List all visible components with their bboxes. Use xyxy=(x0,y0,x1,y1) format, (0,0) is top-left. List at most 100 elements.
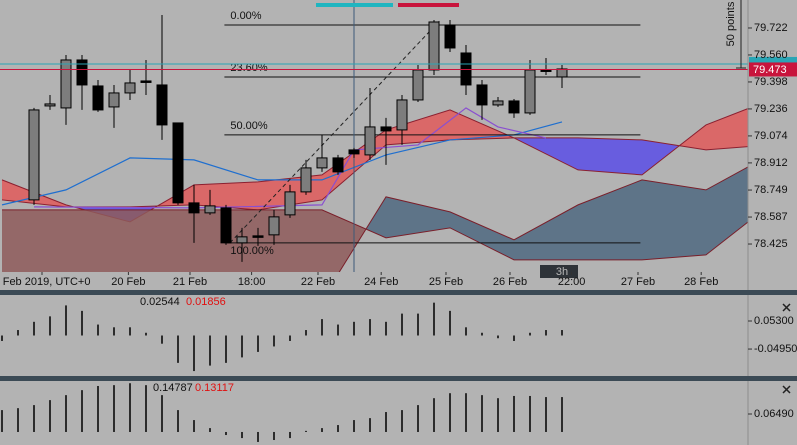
candle-body xyxy=(444,24,456,49)
histogram-bar xyxy=(561,397,563,432)
candle-body xyxy=(380,126,392,132)
x-tick-label: 26 Feb xyxy=(493,276,527,288)
candle-body xyxy=(316,157,328,169)
histogram-bar xyxy=(49,316,51,336)
y-tick-label: 0.06490 xyxy=(754,408,794,420)
y-tick-label: 0.05300 xyxy=(754,315,794,327)
histogram-bar xyxy=(385,321,387,336)
histogram-bar xyxy=(481,332,483,336)
period-label: 3h xyxy=(556,266,568,278)
tab-indicator xyxy=(316,3,393,7)
candle-body xyxy=(204,205,216,214)
cloud-line xyxy=(2,209,748,261)
x-tick-label: 9 Feb 2019, UTC+0 xyxy=(0,276,90,288)
histogram-bar xyxy=(497,398,499,432)
y-tick-label: 79.074 xyxy=(754,130,788,142)
histogram-bar xyxy=(321,319,323,336)
candle-body xyxy=(92,85,104,111)
y-tick-label: -0.04950 xyxy=(754,343,797,355)
y-tick-label: 78.587 xyxy=(754,211,788,223)
close-icon[interactable] xyxy=(782,385,791,394)
histogram-bar xyxy=(1,335,3,341)
histogram-bar xyxy=(545,330,547,336)
candle-body xyxy=(492,100,504,106)
histogram-bar xyxy=(97,385,99,432)
cloud-fill xyxy=(642,139,680,175)
candle-body xyxy=(172,122,184,204)
tab-indicator xyxy=(398,3,459,7)
candle-body xyxy=(252,235,264,238)
x-tick-label: 27 Feb xyxy=(621,276,655,288)
histogram-bar xyxy=(161,395,163,432)
histogram-bar xyxy=(257,335,259,352)
candle-body xyxy=(28,109,40,201)
last-price-label: 79.473 xyxy=(753,64,787,76)
histogram-bar xyxy=(545,397,547,432)
y-tick-label: 78.749 xyxy=(754,184,788,196)
candle-body xyxy=(108,92,120,108)
cloud-fill xyxy=(2,209,66,272)
histogram-bar xyxy=(513,335,515,341)
histogram-bar xyxy=(193,335,195,372)
histogram-bar xyxy=(33,321,35,336)
cloud-fill xyxy=(66,209,130,272)
histogram-bar xyxy=(449,310,451,336)
histogram-bar xyxy=(481,395,483,432)
histogram-bar xyxy=(65,395,67,432)
cloud-fill xyxy=(322,209,366,272)
histogram-bar xyxy=(401,313,403,336)
histogram-bar xyxy=(449,393,451,432)
cloud-fill xyxy=(706,166,748,255)
candle-body xyxy=(540,69,552,72)
histogram-bar xyxy=(529,395,531,432)
histogram-bar xyxy=(65,305,67,336)
indicator-readout: 0.13117 xyxy=(195,382,234,394)
x-tick-label: 22:00 xyxy=(558,276,586,288)
x-tick-label: 28 Feb xyxy=(684,276,718,288)
histogram-bar xyxy=(321,428,323,432)
histogram-bar xyxy=(33,405,35,432)
histogram-bar xyxy=(305,330,307,336)
x-tick-label: 18:00 xyxy=(238,276,266,288)
cloud-fill xyxy=(578,137,642,175)
main-plot: 0.00% 23.60% 50.00% 100.00% xyxy=(0,0,748,272)
cloud-fill xyxy=(642,179,706,260)
histogram-bar xyxy=(81,310,83,336)
close-icon[interactable] xyxy=(782,303,791,312)
histogram-bar xyxy=(145,332,147,336)
y-tick-label: 78.912 xyxy=(754,157,788,169)
histogram-bar xyxy=(241,431,243,439)
indicator-readout: 0.14787 xyxy=(153,382,193,394)
y-tick-label: 79.236 xyxy=(754,103,788,115)
histogram-bar xyxy=(225,335,227,363)
histogram-bar xyxy=(1,410,3,432)
ask-tag xyxy=(749,56,797,65)
x-tick-label: 21 Feb xyxy=(173,276,207,288)
y-tick-label: 79.560 xyxy=(754,49,788,61)
histogram-bar xyxy=(273,431,275,441)
histogram-bar xyxy=(385,412,387,432)
fib-label: 23.60% xyxy=(230,62,268,74)
candle-body xyxy=(396,99,408,131)
histogram-bar xyxy=(289,335,291,341)
cloud-fill xyxy=(386,196,450,238)
candle-body xyxy=(332,157,344,173)
histogram-bar xyxy=(257,431,259,442)
histogram-bar xyxy=(465,327,467,336)
candle-body xyxy=(236,236,248,244)
histogram-bar xyxy=(193,420,195,432)
cloud-fill xyxy=(679,124,706,150)
panel-separator xyxy=(0,376,797,381)
candle-body xyxy=(140,80,152,83)
fib-label: 100.00% xyxy=(230,245,274,257)
histogram-bar xyxy=(417,405,419,432)
candle-body xyxy=(508,100,520,114)
histogram-bar xyxy=(209,335,211,366)
fib-label: 0.00% xyxy=(230,10,261,22)
period-box xyxy=(540,265,578,278)
candle-body xyxy=(124,82,136,94)
histogram-bar xyxy=(417,313,419,336)
x-tick-label: 24 Feb xyxy=(364,276,398,288)
histogram-bar xyxy=(337,324,339,336)
